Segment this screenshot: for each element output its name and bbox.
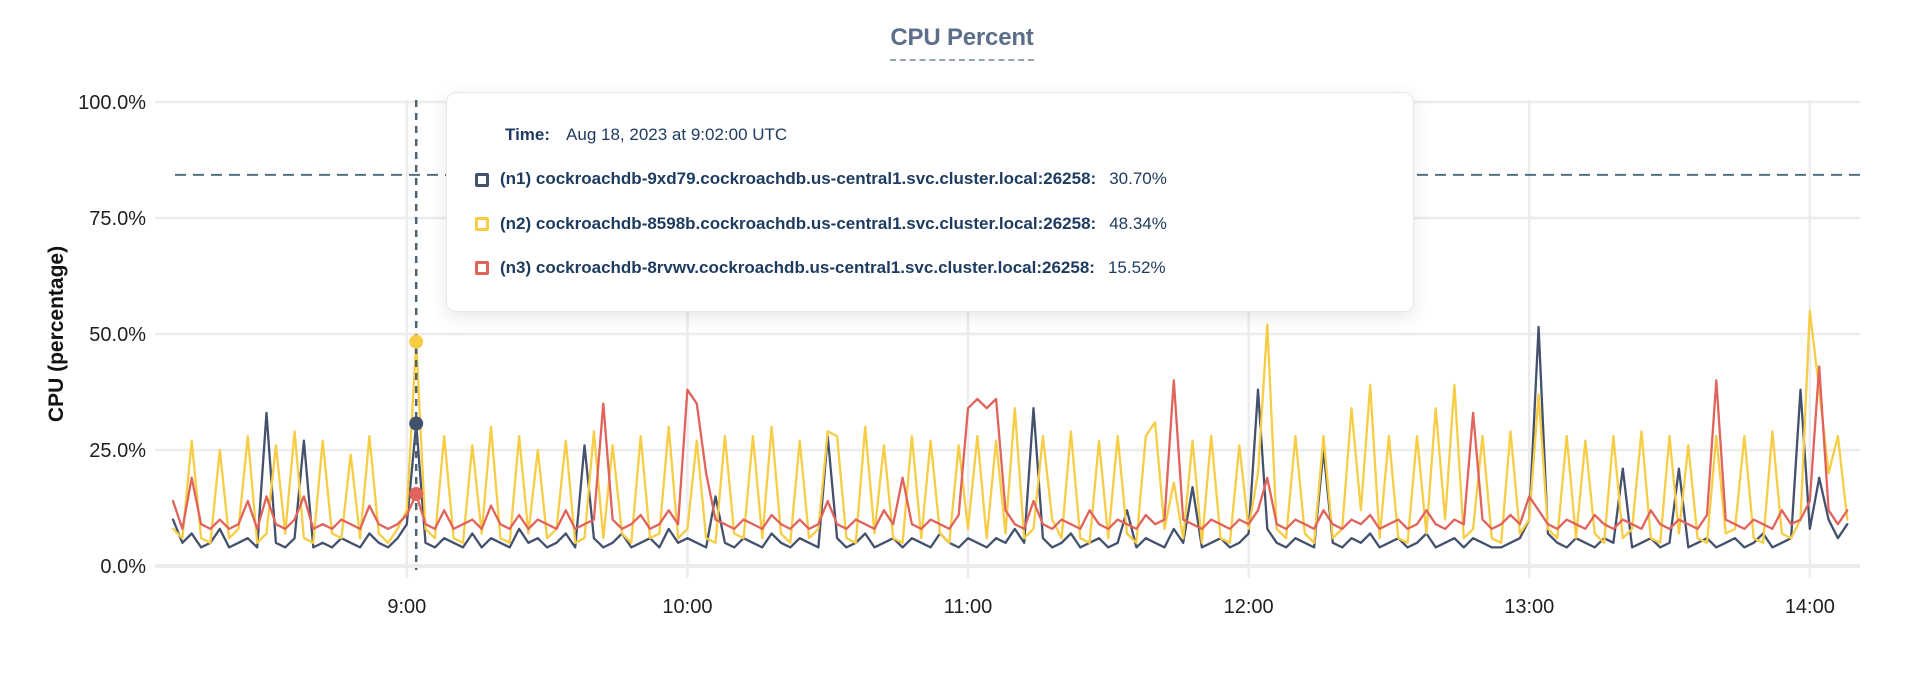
series-label-n3: (n3) cockroachdb-8rvwv.cockroachdb.us-ce…	[500, 258, 1095, 278]
series-line-n2	[171, 309, 1849, 544]
series-value-n1: 30.70%	[1109, 169, 1167, 189]
series-line-n3	[171, 365, 1849, 531]
y-tick-label: 0.0%	[100, 556, 146, 578]
chart-header: CPU Percent	[0, 24, 1924, 61]
tooltip-time-value: Aug 18, 2023 at 9:02:00 UTC	[566, 125, 788, 144]
hover-dot-n3	[409, 486, 424, 501]
series-swatch-n2	[475, 216, 489, 231]
series-value-n2: 48.34%	[1109, 213, 1167, 233]
series-value-n3: 15.52%	[1107, 258, 1166, 278]
y-tick-label: 100.0%	[78, 92, 146, 114]
y-axis-title: CPU (percentage)	[45, 246, 68, 422]
tooltip-time-row: Time: Aug 18, 2023 at 9:02:00 UTC	[505, 125, 1373, 145]
tooltip-time-label: Time:	[505, 125, 551, 144]
hover-dot-n2	[409, 334, 424, 349]
y-tick-label: 50.0%	[89, 324, 146, 346]
hover-dot-n1	[409, 416, 424, 431]
series-swatch-n3	[475, 261, 489, 276]
x-tick-label: 12:00	[1224, 596, 1274, 618]
y-tick-label: 25.0%	[89, 440, 146, 462]
tooltip-series-row-n2: (n2) cockroachdb-8598b.cockroachdb.us-ce…	[475, 214, 1373, 234]
x-tick-label: 14:00	[1785, 596, 1835, 618]
chart-title[interactable]: CPU Percent	[890, 24, 1034, 61]
series-line-n1	[171, 325, 1849, 549]
x-tick-label: 9:00	[387, 596, 426, 618]
series-swatch-n1	[475, 172, 489, 187]
x-tick-label: 10:00	[662, 596, 712, 618]
tooltip-series-row-n3: (n3) cockroachdb-8rvwv.cockroachdb.us-ce…	[475, 258, 1373, 278]
x-tick-label: 13:00	[1504, 596, 1554, 618]
hover-tooltip: Time: Aug 18, 2023 at 9:02:00 UTC (n1) c…	[446, 92, 1414, 312]
series-label-n1: (n1) cockroachdb-9xd79.cockroachdb.us-ce…	[500, 169, 1097, 189]
series-label-n2: (n2) cockroachdb-8598b.cockroachdb.us-ce…	[500, 213, 1097, 233]
x-tick-label: 11:00	[944, 596, 993, 618]
y-tick-label: 75.0%	[89, 208, 146, 230]
tooltip-series-row-n1: (n1) cockroachdb-9xd79.cockroachdb.us-ce…	[475, 169, 1373, 189]
